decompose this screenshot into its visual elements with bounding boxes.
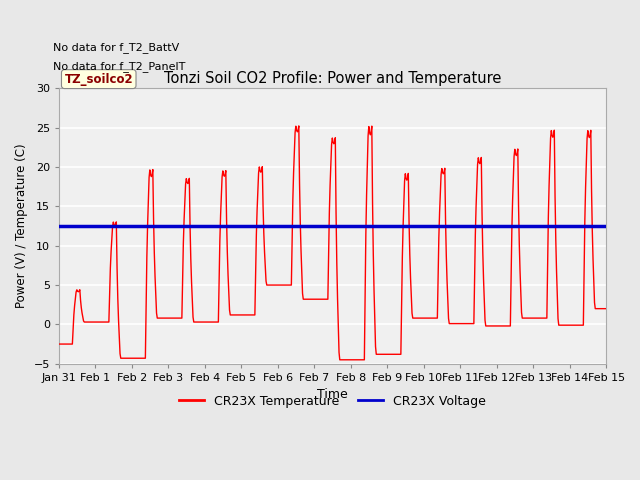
Text: No data for f_T2_PanelT: No data for f_T2_PanelT: [54, 61, 186, 72]
Legend: CR23X Temperature, CR23X Voltage: CR23X Temperature, CR23X Voltage: [174, 390, 491, 412]
Y-axis label: Power (V) / Temperature (C): Power (V) / Temperature (C): [15, 144, 28, 308]
Title: Tonzi Soil CO2 Profile: Power and Temperature: Tonzi Soil CO2 Profile: Power and Temper…: [164, 71, 501, 86]
Text: TZ_soilco2: TZ_soilco2: [65, 72, 133, 85]
Text: No data for f_T2_BattV: No data for f_T2_BattV: [54, 42, 180, 52]
X-axis label: Time: Time: [317, 388, 348, 401]
